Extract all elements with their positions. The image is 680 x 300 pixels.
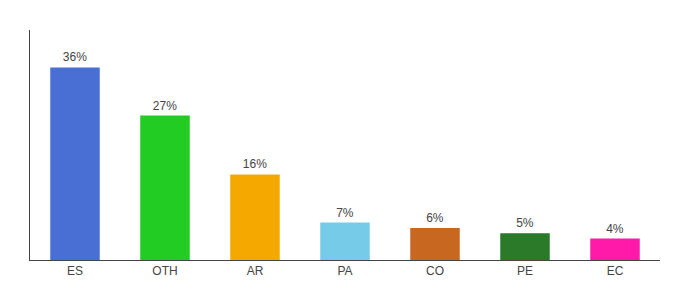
svg-text:PE: PE (517, 264, 533, 278)
svg-text:PA: PA (337, 264, 352, 278)
svg-text:36%: 36% (63, 50, 87, 64)
svg-text:5%: 5% (516, 216, 534, 230)
svg-text:OTH: OTH (152, 264, 177, 278)
svg-text:27%: 27% (153, 99, 177, 113)
svg-text:ES: ES (67, 264, 83, 278)
svg-text:16%: 16% (243, 157, 267, 171)
svg-text:7%: 7% (336, 206, 354, 220)
svg-text:CO: CO (426, 264, 444, 278)
svg-text:4%: 4% (606, 222, 624, 236)
svg-text:AR: AR (247, 264, 264, 278)
svg-text:6%: 6% (426, 211, 444, 225)
svg-text:EC: EC (607, 264, 624, 278)
